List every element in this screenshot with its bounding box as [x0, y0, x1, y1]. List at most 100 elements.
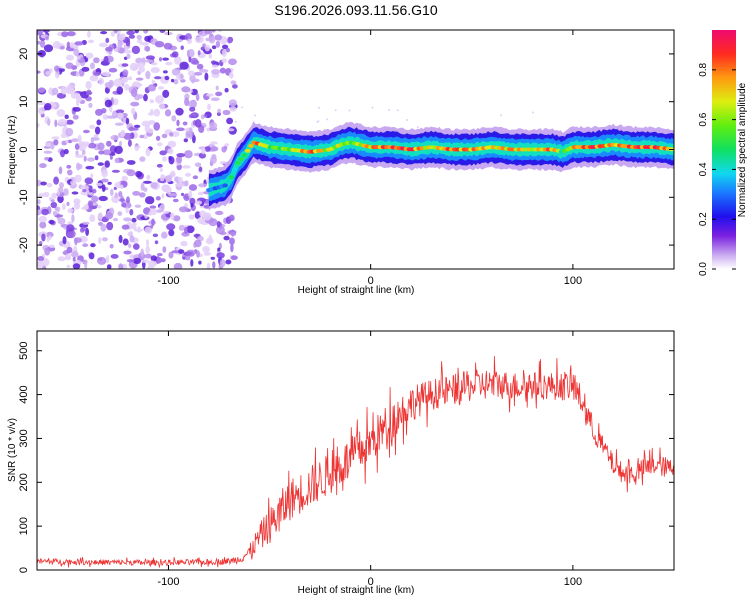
ridge-cell	[244, 148, 251, 153]
noise-speckle	[85, 165, 95, 170]
noise-speckle	[85, 81, 92, 89]
noise-speckle	[159, 103, 166, 110]
noise-speckle	[57, 256, 66, 262]
noise-speckle	[62, 236, 67, 245]
noise-speckle	[54, 65, 60, 72]
noise-speckle	[81, 66, 90, 72]
noise-speckle	[232, 84, 238, 89]
noise-speckle	[155, 209, 163, 213]
noise-speckle	[190, 113, 197, 117]
noise-speckle	[159, 30, 166, 33]
noise-speckle	[101, 71, 111, 77]
noise-speckle	[163, 70, 168, 74]
noise-speckle	[84, 177, 94, 185]
noise-speckle	[120, 129, 126, 137]
noise-speckle	[212, 261, 216, 269]
noise-speckle	[144, 35, 151, 42]
noise-speckle	[52, 210, 58, 216]
noise-speckle	[171, 250, 179, 254]
noise-speckle	[188, 190, 193, 199]
noise-speckle	[164, 109, 172, 117]
noise-speckle	[98, 77, 104, 85]
noise-speckle	[126, 30, 135, 36]
noise-speckle	[91, 195, 99, 203]
noise-speckle	[159, 150, 167, 156]
noise-speckle	[85, 90, 92, 96]
noise-speckle	[183, 138, 188, 143]
noise-speckle	[37, 209, 43, 215]
noise-speckle	[90, 173, 94, 179]
noise-speckle	[152, 233, 159, 238]
noise-speckle	[129, 209, 134, 216]
noise-speckle	[108, 79, 114, 88]
noise-speckle	[205, 237, 214, 245]
noise-speckle	[207, 103, 211, 111]
ridge-cell	[241, 153, 248, 158]
noise-speckle	[74, 174, 82, 183]
noise-speckle	[229, 237, 235, 245]
noise-speckle	[80, 226, 86, 232]
noise-speckle	[218, 242, 222, 250]
ridge-cell	[222, 183, 228, 188]
noise-speckle	[126, 259, 135, 263]
noise-speckle	[93, 57, 100, 64]
noise-speckle	[406, 119, 408, 121]
noise-speckle	[134, 204, 142, 208]
noise-speckle	[188, 214, 195, 220]
noise-speckle	[101, 184, 106, 193]
noise-speckle	[348, 109, 351, 112]
noise-speckle	[153, 108, 161, 117]
noise-speckle	[72, 256, 76, 262]
noise-speckle	[148, 120, 156, 125]
noise-speckle	[124, 49, 132, 54]
noise-speckle	[85, 52, 94, 59]
noise-speckle	[190, 203, 194, 208]
noise-speckle	[157, 86, 165, 90]
noise-speckle	[371, 106, 374, 109]
noise-speckle	[181, 165, 191, 169]
noise-speckle	[74, 237, 78, 246]
noise-speckle	[144, 253, 152, 259]
noise-speckle	[189, 134, 193, 140]
noise-speckle	[215, 85, 219, 91]
noise-speckle	[222, 44, 229, 50]
noise-speckle	[54, 70, 60, 79]
noise-speckle	[65, 119, 74, 125]
noise-speckle	[118, 33, 126, 38]
noise-speckle	[105, 255, 110, 264]
noise-speckle	[145, 55, 155, 60]
noise-speckle	[318, 106, 320, 109]
noise-speckle	[38, 193, 44, 198]
noise-speckle	[208, 53, 213, 59]
noise-speckle	[187, 70, 195, 77]
ridge-cell	[235, 160, 241, 165]
noise-speckle	[145, 59, 154, 63]
noise-speckle	[133, 83, 143, 87]
noise-speckle	[39, 163, 47, 169]
noise-speckle	[100, 223, 107, 232]
noise-speckle	[83, 204, 89, 210]
noise-speckle	[162, 210, 170, 214]
noise-speckle	[144, 214, 148, 219]
noise-speckle	[230, 243, 234, 253]
x-tick-label: 100	[564, 275, 582, 287]
noise-speckle	[43, 150, 53, 154]
noise-speckle	[206, 93, 214, 97]
noise-speckle	[230, 231, 237, 237]
noise-speckle	[254, 114, 256, 117]
noise-speckle	[194, 36, 204, 44]
noise-speckle	[37, 40, 41, 45]
y-tick-label: 400	[18, 385, 30, 403]
noise-speckle	[101, 169, 108, 178]
noise-speckle	[196, 250, 200, 258]
noise-speckle	[175, 182, 185, 187]
noise-speckle	[49, 68, 53, 73]
noise-speckle	[230, 80, 237, 85]
noise-speckle	[133, 243, 140, 250]
noise-speckle	[168, 193, 178, 197]
noise-speckle	[211, 30, 216, 33]
noise-speckle	[210, 256, 215, 260]
noise-speckle	[45, 142, 52, 148]
noise-speckle	[48, 196, 53, 201]
